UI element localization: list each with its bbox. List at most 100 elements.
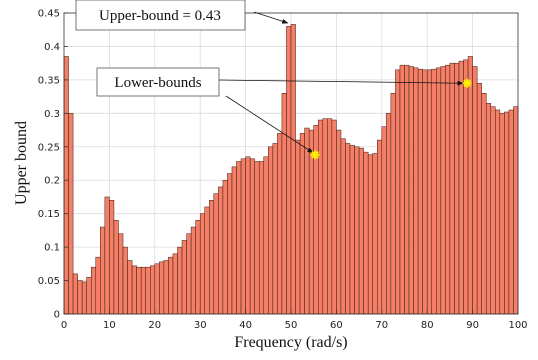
y-tick-label: 0 xyxy=(54,310,60,321)
annotation-upper-arrow xyxy=(253,11,289,24)
bar xyxy=(190,226,196,315)
annotation-lower-box xyxy=(96,67,220,97)
bar xyxy=(122,246,128,315)
bar xyxy=(118,233,124,315)
bar xyxy=(140,266,146,315)
y-tick-label: 0.05 xyxy=(38,276,60,287)
bar xyxy=(458,60,464,315)
bar xyxy=(336,129,342,315)
bar xyxy=(490,106,496,315)
bar xyxy=(272,143,278,315)
bar xyxy=(240,158,246,315)
bar-series xyxy=(63,24,519,315)
bar xyxy=(218,186,224,315)
bar xyxy=(295,139,301,315)
bar xyxy=(354,146,360,315)
bar xyxy=(431,68,437,315)
bar xyxy=(109,200,115,315)
bar xyxy=(422,69,428,315)
x-tick-label: 100 xyxy=(508,320,527,331)
x-tick-label: 0 xyxy=(61,320,67,331)
bar xyxy=(172,253,178,315)
bar xyxy=(381,126,387,315)
annotation-upper-box xyxy=(75,0,246,31)
bar xyxy=(408,66,414,315)
lower-bound-marker xyxy=(462,78,472,88)
x-axis-label: Frequency (rad/s) xyxy=(234,334,347,351)
bar xyxy=(209,200,215,315)
x-tick-label: 10 xyxy=(103,320,116,331)
bar xyxy=(436,67,442,315)
bar xyxy=(104,196,110,315)
annotation-lower-arrow-1 xyxy=(225,95,314,154)
bar xyxy=(154,263,160,315)
bar xyxy=(454,62,460,315)
bar xyxy=(258,161,265,315)
x-tick-label: 40 xyxy=(239,320,252,331)
y-tick-label: 0.3 xyxy=(44,109,60,120)
bar xyxy=(131,265,137,315)
bar xyxy=(145,266,151,315)
x-tick-label: 60 xyxy=(330,320,343,331)
bar xyxy=(476,82,482,315)
bar xyxy=(159,261,165,315)
bar xyxy=(513,106,519,315)
bar xyxy=(358,147,364,315)
bar xyxy=(404,64,410,315)
bar xyxy=(227,173,233,315)
bar xyxy=(263,156,269,315)
bar xyxy=(181,240,187,315)
lower-bound-markers xyxy=(310,78,472,160)
bar xyxy=(268,146,274,315)
bar xyxy=(304,127,310,315)
bar xyxy=(127,260,133,315)
y-tick-label: 0.45 xyxy=(38,9,60,20)
annotation-lower-arrow-2 xyxy=(218,79,464,86)
bar xyxy=(322,118,328,315)
bar xyxy=(236,161,242,315)
bar xyxy=(331,119,337,315)
bar xyxy=(290,24,296,315)
bar xyxy=(63,56,69,315)
bar xyxy=(340,138,346,315)
y-tick-label: 0.2 xyxy=(44,176,60,187)
bar xyxy=(100,226,106,315)
bar xyxy=(349,145,355,315)
bar xyxy=(90,266,97,315)
bar xyxy=(377,139,383,315)
bar xyxy=(485,103,492,315)
bar xyxy=(95,256,101,315)
bar xyxy=(199,213,205,315)
x-tick-label: 50 xyxy=(285,320,298,331)
bar xyxy=(186,233,192,315)
y-tick-label: 0.4 xyxy=(44,42,60,53)
bar xyxy=(445,64,451,315)
bar xyxy=(317,119,324,315)
bar xyxy=(77,280,83,315)
y-tick-label: 0.25 xyxy=(38,142,60,153)
bar xyxy=(449,62,455,315)
x-tick-label: 20 xyxy=(148,320,161,331)
bar xyxy=(231,166,237,315)
bar xyxy=(481,93,487,315)
annotation-upper-text: Upper-bound = 0.43 xyxy=(99,8,221,24)
bar xyxy=(286,26,292,315)
lower-bound-marker xyxy=(310,150,320,160)
bar xyxy=(213,193,219,315)
bar xyxy=(281,93,287,315)
bar xyxy=(72,273,78,315)
y-tick-label: 0.1 xyxy=(44,243,60,254)
bar xyxy=(463,59,469,315)
bar xyxy=(495,109,501,315)
bar xyxy=(177,246,183,315)
bar xyxy=(254,161,260,315)
bar xyxy=(277,133,283,315)
bar xyxy=(367,154,373,315)
bar xyxy=(440,66,446,315)
bar xyxy=(81,281,87,315)
x-tick-label: 70 xyxy=(375,320,388,331)
bar xyxy=(163,260,169,315)
bar xyxy=(327,118,333,315)
bar xyxy=(168,256,174,315)
